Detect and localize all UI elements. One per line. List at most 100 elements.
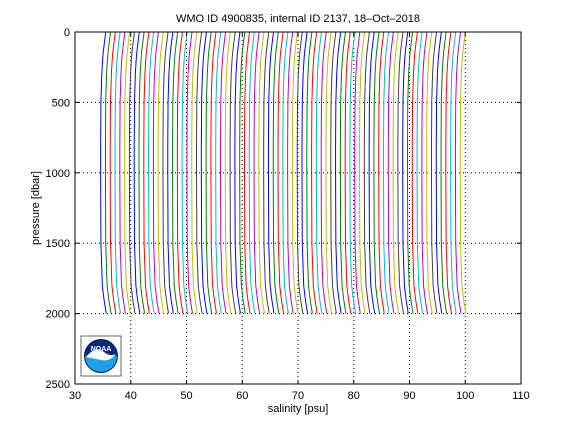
profile-line (440, 31, 448, 314)
profile-line (239, 31, 246, 314)
profile-line (363, 31, 371, 314)
grid-lines (75, 32, 521, 384)
profile-line (258, 31, 265, 314)
profile-line (416, 31, 424, 314)
profile-line (349, 31, 357, 314)
profile-line (311, 31, 318, 314)
profile-line (306, 31, 313, 314)
profile-line (392, 31, 400, 314)
profile-line (224, 31, 232, 314)
profile-line (143, 31, 150, 314)
profile-line (167, 31, 174, 314)
profile-line (426, 31, 433, 314)
profile-line (181, 31, 189, 314)
profile-line (445, 31, 452, 314)
profile-line (450, 31, 457, 314)
profile-line (157, 31, 165, 314)
profile-line (243, 31, 251, 314)
profile-line (411, 31, 419, 314)
x-tick-label: 90 (403, 390, 415, 402)
profile-line (263, 31, 270, 314)
profile-line (152, 31, 160, 314)
y-tick-label: 2000 (46, 309, 70, 321)
profile-line (330, 31, 337, 314)
y-tick-label: 500 (52, 97, 70, 109)
x-tick-label: 60 (236, 390, 248, 402)
profile-line (378, 31, 385, 314)
logo-sea (85, 356, 117, 372)
profile-line (387, 31, 395, 314)
logo-bird-icon (86, 349, 116, 361)
axis-ticks (74, 31, 522, 385)
profile-line (315, 31, 323, 314)
profile-line (104, 31, 112, 314)
profile-line (368, 31, 376, 314)
profile-line (109, 31, 117, 314)
y-tick-label: 1500 (46, 238, 70, 250)
profile-line (282, 31, 289, 314)
profile-line (383, 31, 390, 314)
profile-line (435, 31, 443, 314)
profile-line (277, 31, 285, 314)
chart-title: WMO ID 4900835, internal ID 2137, 18–Oct… (176, 13, 420, 25)
profile-line (234, 31, 241, 314)
profile-line (287, 31, 294, 314)
profile-line (210, 31, 217, 314)
profile-line (397, 31, 404, 314)
profile-line (196, 31, 203, 314)
profile-line (373, 31, 381, 314)
profile-line (148, 31, 155, 314)
profile-line (406, 31, 414, 314)
y-tick-label: 0 (64, 27, 70, 39)
profile-line (205, 31, 213, 314)
profile-line (124, 31, 131, 314)
profile-line (176, 31, 184, 314)
noaa-logo: NOAA (80, 335, 122, 377)
x-tick-label: 70 (292, 390, 304, 402)
profiles-group (100, 31, 467, 314)
profile-line (220, 31, 227, 314)
profile-line (114, 31, 122, 314)
profile-line (344, 31, 352, 314)
profile-line (339, 31, 347, 314)
x-axis-title: salinity [psu] (268, 403, 329, 415)
profile-line (138, 31, 146, 314)
profile-line (100, 31, 107, 314)
y-tick-labels: 0 500 1000 1500 2000 2500 (46, 27, 70, 391)
profile-line (430, 31, 438, 314)
profile-line (421, 31, 428, 314)
profile-line (402, 31, 409, 314)
profile-line (335, 31, 342, 314)
profile-line (119, 31, 126, 314)
profile-line (191, 31, 198, 314)
profile-line (301, 31, 309, 314)
y-tick-label: 1000 (46, 168, 70, 180)
profile-line (291, 31, 299, 314)
profile-line (133, 31, 141, 314)
x-tick-label: 40 (125, 390, 137, 402)
profile-line (267, 31, 275, 314)
x-tick-labels: 30 40 50 60 70 80 90 100 110 (69, 390, 530, 402)
profile-line (454, 31, 462, 314)
profile-line (320, 31, 328, 314)
x-tick-label: 110 (512, 390, 530, 402)
x-tick-label: 100 (456, 390, 474, 402)
profile-line (359, 31, 366, 314)
profile-line (172, 31, 179, 314)
x-tick-label: 80 (348, 390, 360, 402)
logo-text: NOAA (91, 346, 112, 353)
profile-line (186, 31, 194, 314)
profile-line (215, 31, 222, 314)
profile-line (229, 31, 237, 314)
profile-line (459, 31, 467, 314)
profile-line (272, 31, 280, 314)
profile-line (325, 31, 333, 314)
profile-line (200, 31, 208, 314)
profile-line (162, 31, 170, 314)
y-tick-label: 2500 (46, 379, 70, 391)
profile-line (253, 31, 261, 314)
y-axis-title: pressure [dbar] (30, 171, 42, 245)
x-tick-label: 50 (180, 390, 192, 402)
x-tick-label: 30 (69, 390, 81, 402)
